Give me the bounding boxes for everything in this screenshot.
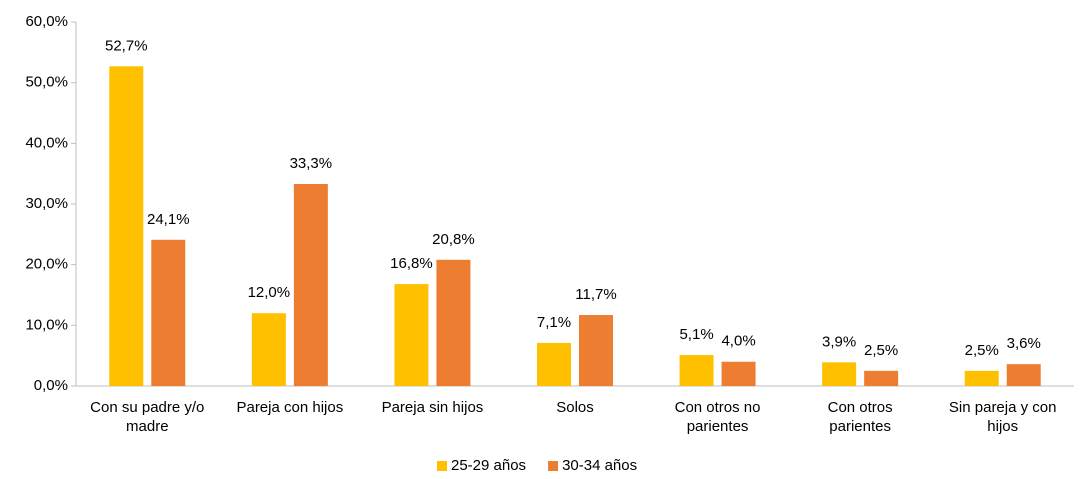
data-label: 20,8% (432, 231, 475, 248)
bar (721, 361, 756, 386)
data-label: 11,7% (575, 286, 616, 303)
bar (151, 239, 186, 386)
x-tick-label: Con otros no parientes (674, 399, 761, 435)
data-label: 3,9% (822, 333, 856, 350)
legend-swatch (548, 461, 559, 471)
bar (394, 284, 429, 386)
x-tick-label: Solos (556, 399, 594, 416)
legend-label: 25-29 años (451, 457, 526, 474)
data-label: 52,7% (105, 37, 148, 54)
y-tick-label: 30,0% (25, 195, 68, 212)
data-label: 24,1% (147, 211, 190, 228)
data-label: 5,1% (679, 326, 713, 343)
legend-swatch (437, 461, 447, 471)
y-tick-label: 20,0% (25, 256, 68, 273)
data-label: 12,0% (248, 284, 291, 301)
data-label: 3,6% (1007, 335, 1041, 352)
data-label: 16,8% (390, 255, 433, 272)
x-tick-label: Pareja sin hijos (381, 399, 484, 416)
x-tick-label: Con su padre y/o madre (90, 399, 205, 435)
bar (964, 370, 999, 386)
bar (679, 355, 714, 386)
bar (109, 66, 144, 386)
y-tick-label: 10,0% (25, 316, 68, 333)
y-tick-label: 50,0% (25, 74, 68, 91)
bar (537, 342, 571, 386)
y-tick-label: 60,0% (25, 13, 68, 30)
y-tick-label: 40,0% (25, 134, 68, 151)
data-label: 2,5% (864, 342, 898, 359)
bar (436, 259, 471, 386)
data-label: 2,5% (965, 342, 999, 359)
legend-label: 30-34 años (562, 457, 637, 474)
bar (251, 313, 286, 386)
data-label: 4,0% (721, 333, 755, 350)
x-tick-label: Sin pareja y con hijos (948, 399, 1057, 435)
data-label: 7,1% (537, 314, 571, 331)
bar (293, 183, 328, 386)
y-tick-label: 0,0% (34, 377, 68, 394)
data-label: 33,3% (290, 155, 333, 172)
bar (864, 370, 899, 386)
bar (579, 315, 613, 386)
bar (1006, 364, 1041, 386)
x-tick-label: Pareja con hijos (236, 399, 344, 416)
x-tick-label: Con otros parientes (827, 399, 893, 435)
bar (822, 362, 857, 386)
